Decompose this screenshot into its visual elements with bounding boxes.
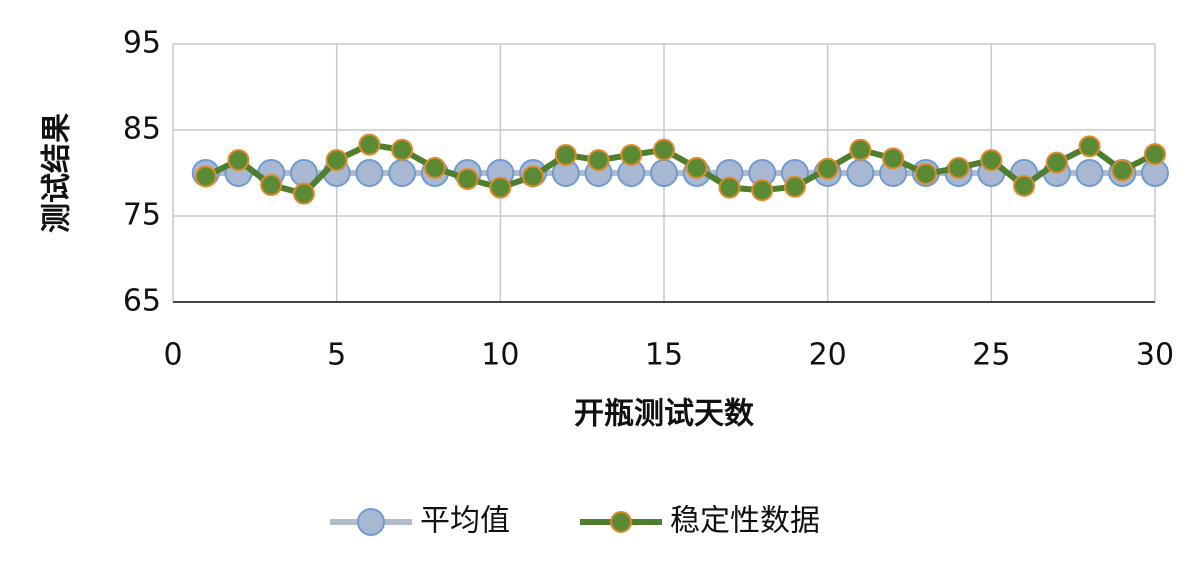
y-tick-label: 65 (123, 284, 161, 319)
point (816, 157, 839, 180)
legend-marker (610, 511, 632, 533)
point (980, 149, 1003, 172)
point (1111, 159, 1134, 182)
x-tick-label: 10 (481, 338, 519, 373)
y-tick-label: 75 (123, 198, 161, 233)
y-tick-label: 85 (123, 112, 161, 147)
legend-marker (357, 508, 385, 536)
point (1078, 135, 1101, 158)
x-tick-label: 20 (809, 338, 847, 373)
point (751, 179, 774, 202)
point (292, 182, 315, 205)
y-axis-title: 测试结果 (40, 113, 75, 233)
point (260, 174, 283, 197)
point (1075, 159, 1104, 187)
point (489, 176, 512, 199)
point (227, 149, 250, 172)
x-tick-label: 5 (327, 338, 346, 373)
point (388, 159, 417, 187)
point (783, 175, 806, 198)
point (914, 162, 937, 185)
point (846, 159, 875, 187)
point (882, 147, 905, 170)
point (522, 165, 545, 188)
point (1144, 143, 1166, 166)
point (423, 156, 446, 179)
point (194, 165, 217, 188)
point (685, 156, 708, 179)
point (947, 156, 970, 179)
point (355, 159, 384, 187)
point (1013, 174, 1036, 197)
point (620, 143, 643, 166)
point (650, 159, 678, 187)
point (849, 138, 872, 161)
point (391, 138, 414, 161)
point (718, 176, 741, 199)
point (653, 138, 675, 161)
point (587, 149, 610, 172)
legend-label: 稳定性数据 (670, 504, 820, 539)
point (456, 168, 479, 191)
legend-label: 平均值 (420, 504, 510, 539)
point (358, 133, 381, 156)
point (554, 143, 577, 166)
x-tick-label: 30 (1136, 338, 1174, 373)
point (1045, 151, 1068, 174)
x-tick-label: 0 (163, 338, 182, 373)
x-tick-label: 25 (972, 338, 1010, 373)
y-tick-label: 95 (123, 26, 161, 61)
x-tick-label: 15 (645, 338, 683, 373)
x-axis-title: 开瓶测试天数 (574, 397, 755, 432)
point (325, 149, 348, 172)
